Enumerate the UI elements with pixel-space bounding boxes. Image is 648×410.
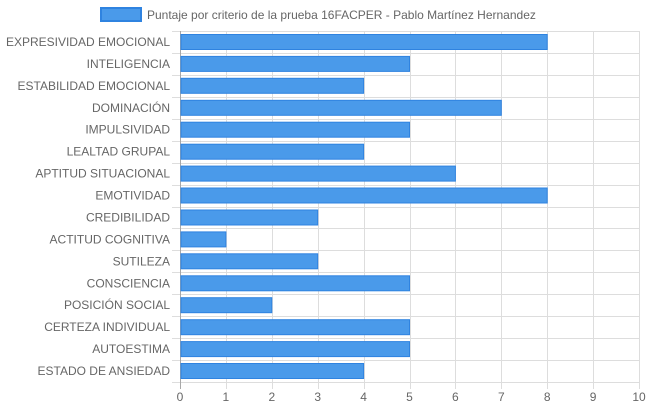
y-tick-label: CREDIBILIDAD [86, 211, 170, 225]
x-tick-label: 6 [452, 390, 459, 404]
y-tick-label: IMPULSIVIDAD [85, 123, 170, 137]
y-tick-label: SUTILEZA [113, 254, 170, 268]
x-axis-labels: 0 1 2 3 4 5 6 7 8 9 10 [177, 390, 646, 404]
bar[interactable] [180, 55, 410, 72]
x-tick-label: 2 [268, 390, 275, 404]
y-tick-label: POSICIÓN SOCIAL [64, 297, 170, 312]
x-tick-label: 10 [632, 390, 646, 404]
bar[interactable] [180, 121, 410, 138]
bar[interactable] [180, 187, 548, 204]
bar[interactable] [180, 319, 410, 336]
y-axis-labels: EXPRESIVIDAD EMOCIONAL INTELIGENCIA ESTABI… [6, 35, 170, 378]
y-tick-label: AUTOESTIMA [92, 342, 170, 356]
x-tick-label: 3 [314, 390, 321, 404]
y-tick-label: INTELIGENCIA [87, 57, 170, 71]
bar[interactable] [180, 341, 410, 358]
bar[interactable] [180, 253, 319, 270]
x-tick-label: 0 [177, 390, 184, 404]
bar[interactable] [180, 143, 365, 160]
y-tick-label: EMOTIVIDAD [95, 189, 170, 203]
bar[interactable] [180, 34, 548, 50]
bar[interactable] [180, 209, 319, 226]
legend-label: Puntaje por criterio de la prueba 16FACP… [147, 8, 536, 22]
x-tick-label: 5 [406, 390, 413, 404]
x-tick-label: 4 [360, 390, 367, 404]
y-tick-label: EXPRESIVIDAD EMOCIONAL [6, 35, 170, 49]
y-tick-label: CONSCIENCIA [87, 276, 170, 290]
y-tick-label: ESTABILIDAD EMOCIONAL [18, 79, 171, 93]
bar[interactable] [180, 99, 502, 116]
y-tick-label: APTITUD SITUACIONAL [35, 167, 170, 181]
x-tick-label: 7 [498, 390, 505, 404]
bar[interactable] [180, 77, 365, 94]
chart-legend[interactable]: Puntaje por criterio de la prueba 16FACP… [100, 7, 536, 22]
legend-swatch [100, 7, 142, 22]
bar[interactable] [180, 297, 273, 314]
y-tick-label: ACTITUD COGNITIVA [50, 232, 170, 246]
bar[interactable] [180, 231, 227, 248]
bar[interactable] [180, 363, 365, 379]
bar[interactable] [180, 165, 456, 182]
y-tick-label: ESTADO DE ANSIEDAD [38, 364, 171, 378]
x-tick-label: 9 [590, 390, 597, 404]
y-tick-label: CERTEZA INDIVIDUAL [44, 320, 170, 334]
x-tick-label: 8 [544, 390, 551, 404]
y-tick-label: DOMINACIÓN [92, 100, 170, 115]
bar[interactable] [180, 275, 410, 292]
chart-grid [172, 31, 640, 389]
y-tick-label: LEALTAD GRUPAL [67, 145, 171, 159]
x-tick-label: 1 [223, 390, 230, 404]
chart-bars [180, 34, 548, 379]
